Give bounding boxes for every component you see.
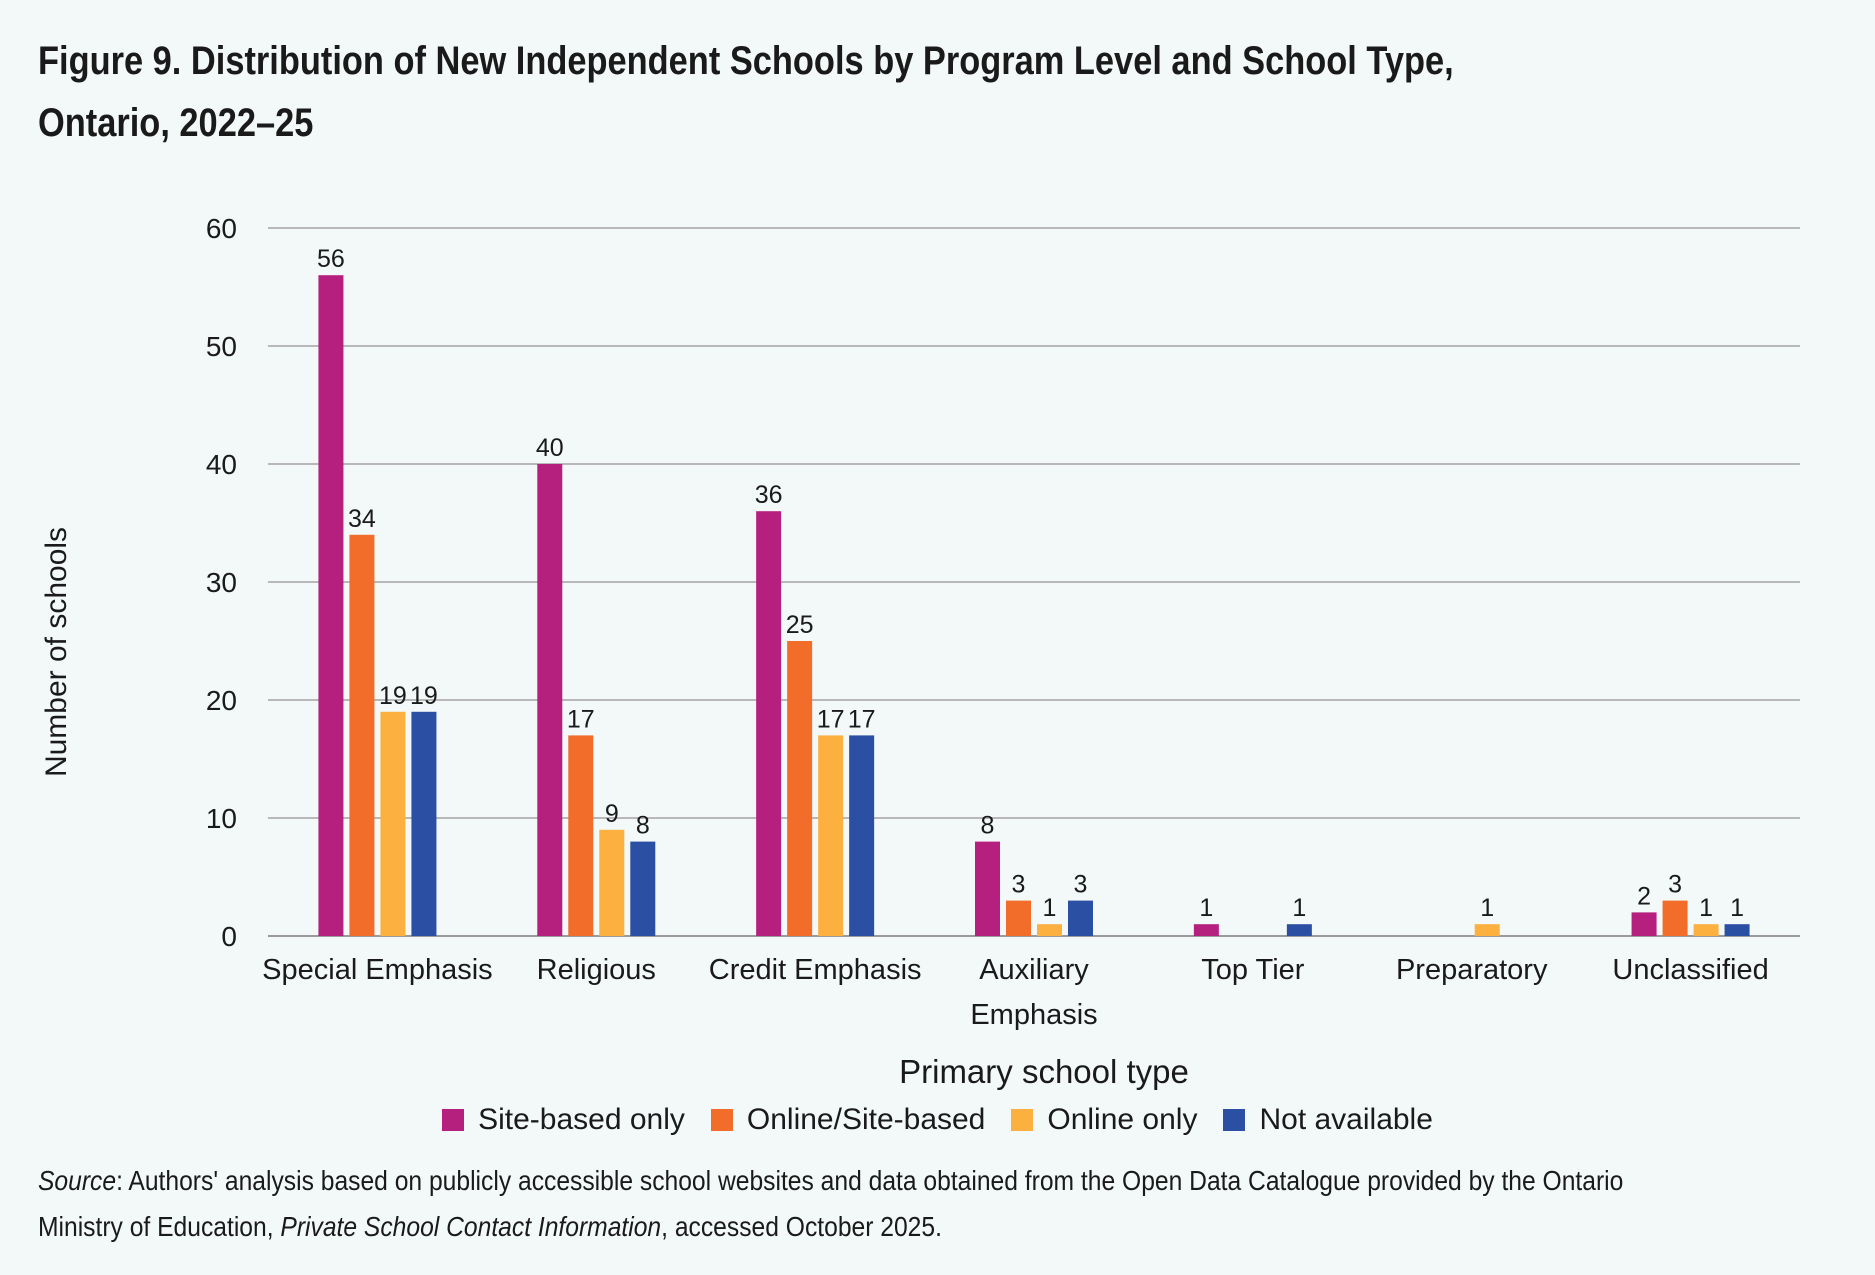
y-tick-label: 0	[221, 921, 237, 952]
chart-title: Figure 9. Distribution of New Independen…	[38, 39, 1454, 145]
data-label: 25	[786, 611, 814, 639]
x-tick-label: Auxiliary	[979, 954, 1089, 986]
data-label: 3	[1012, 871, 1026, 899]
bar	[349, 534, 375, 936]
legend-swatch	[710, 1109, 733, 1131]
data-label: 1	[1292, 894, 1306, 922]
bar	[1068, 900, 1093, 936]
data-label: 56	[317, 245, 345, 273]
legend-label: Not available	[1259, 1103, 1433, 1136]
bar	[818, 735, 844, 936]
y-tick-label: 40	[206, 449, 237, 480]
x-tick-label: Credit Emphasis	[709, 954, 922, 986]
bar	[1474, 924, 1500, 936]
source-publication: Private School Contact Information	[280, 1211, 662, 1242]
bar	[1631, 912, 1657, 936]
y-tick-label: 10	[206, 803, 237, 834]
bar	[1724, 924, 1750, 936]
data-label: 40	[536, 434, 564, 462]
bar	[380, 711, 406, 936]
legend-swatch	[1223, 1109, 1246, 1131]
x-tick-label: Preparatory	[1396, 954, 1548, 986]
data-label: 3	[1074, 871, 1088, 899]
bar	[318, 275, 344, 936]
data-label: 9	[605, 800, 619, 828]
legend-item: Online only	[1011, 1100, 1197, 1140]
data-label: 2	[1637, 882, 1651, 910]
x-tick-label: Religious	[537, 954, 656, 986]
bar	[1193, 924, 1219, 936]
data-label: 3	[1668, 871, 1682, 899]
source-label: Source	[38, 1165, 117, 1196]
bar	[411, 711, 437, 936]
legend-label: Online only	[1047, 1103, 1198, 1136]
legend-swatch	[1011, 1109, 1034, 1131]
data-label: 8	[981, 812, 995, 840]
y-tick-label: 20	[206, 685, 237, 716]
data-label: 1	[1699, 894, 1713, 922]
data-label: 1	[1199, 894, 1213, 922]
bar	[756, 511, 782, 936]
bar	[537, 464, 563, 936]
x-tick-label: Special Emphasis	[262, 954, 493, 986]
data-label: 1	[1730, 894, 1744, 922]
data-label: 17	[567, 705, 595, 733]
data-label: 17	[848, 705, 876, 733]
y-tick-label: 60	[206, 213, 237, 244]
data-label: 34	[348, 505, 376, 533]
source-note: Source: Authors' analysis based on publi…	[38, 1158, 1666, 1250]
x-axis-label: Primary school type	[899, 1053, 1189, 1090]
bar	[568, 735, 594, 936]
legend-item: Online/Site-based	[710, 1100, 986, 1140]
data-label: 19	[379, 682, 407, 710]
bar	[1006, 900, 1031, 936]
bar	[1693, 924, 1719, 936]
legend-label: Online/Site-based	[746, 1103, 986, 1136]
bar	[849, 735, 875, 936]
legend-swatch	[442, 1109, 465, 1131]
source-text: : Authors' analysis based on publicly ac…	[38, 1165, 1624, 1242]
y-tick-label: 50	[206, 331, 237, 362]
y-axis-label: Number of schools	[40, 527, 73, 777]
data-label: 19	[410, 682, 438, 710]
legend-item: Not available	[1223, 1100, 1433, 1140]
bar	[1286, 924, 1312, 936]
data-label: 1	[1480, 894, 1494, 922]
bar	[787, 641, 813, 936]
bar	[975, 841, 1000, 936]
data-label: 17	[817, 705, 845, 733]
legend-item: Site-based only	[442, 1100, 685, 1140]
data-label: 1	[1043, 894, 1057, 922]
legend-label: Site-based only	[478, 1103, 685, 1136]
data-label: 36	[755, 481, 783, 509]
chart-legend: Site-based only Online/Site-based Online o…	[0, 1100, 1875, 1140]
y-tick-label: 30	[206, 567, 237, 598]
x-tick-label: Unclassified	[1612, 954, 1768, 986]
bar	[630, 841, 656, 936]
bar	[1662, 900, 1688, 936]
x-tick-label: Top Tier	[1201, 954, 1304, 986]
source-date: , accessed October 2025.	[661, 1211, 942, 1242]
x-tick-label: Emphasis	[970, 999, 1097, 1031]
bar	[599, 829, 625, 936]
data-label: 8	[636, 812, 650, 840]
bar	[1037, 924, 1062, 936]
